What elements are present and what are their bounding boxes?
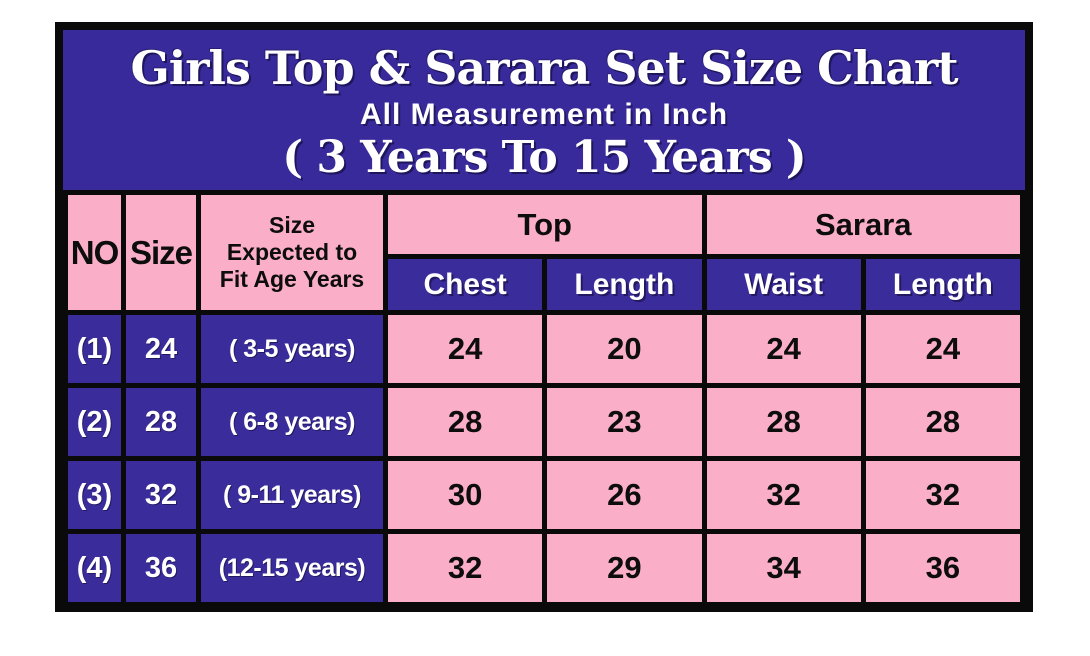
age-column-header: Size Expected to Fit Age Years <box>196 190 388 315</box>
age-cell: ( 3-5 years) <box>196 310 388 388</box>
top-length-cell: 20 <box>542 310 707 388</box>
table-row: (4) 36 (12-15 years) 32 29 34 36 <box>63 529 1026 607</box>
age-header-line3: Fit Age Years <box>219 266 365 292</box>
no-cell: (3) <box>63 456 126 534</box>
size-cell: 32 <box>121 456 201 534</box>
size-column-header: Size <box>121 190 201 315</box>
no-cell: (4) <box>63 529 126 607</box>
top-length-cell: 29 <box>542 529 707 607</box>
age-cell: ( 9-11 years) <box>196 456 388 534</box>
age-header-line1: Size <box>268 212 316 238</box>
size-cell: 28 <box>121 383 201 461</box>
chart-subtitle: All Measurement in Inch <box>359 98 729 131</box>
top-length-column-header: Length <box>542 254 707 315</box>
top-length-cell: 26 <box>542 456 707 534</box>
no-cell: (1) <box>63 310 126 388</box>
chest-cell: 28 <box>382 383 548 461</box>
size-cell: 36 <box>121 529 201 607</box>
chest-column-header: Chest <box>382 254 548 315</box>
waist-cell: 34 <box>701 529 866 607</box>
age-cell: ( 6-8 years) <box>196 383 388 461</box>
age-cell: (12-15 years) <box>196 529 388 607</box>
sarara-length-cell: 28 <box>860 383 1026 461</box>
sarara-length-cell: 36 <box>860 529 1026 607</box>
waist-cell: 24 <box>701 310 866 388</box>
chest-cell: 24 <box>382 310 548 388</box>
table-body: (1) 24 ( 3-5 years) 24 20 24 24 (2) 28 (… <box>63 310 1026 607</box>
sarara-length-cell: 24 <box>860 310 1026 388</box>
top-group-header: Top <box>383 190 707 259</box>
waist-column-header: Waist <box>701 254 866 315</box>
table-row: (2) 28 ( 6-8 years) 28 23 28 28 <box>63 383 1026 461</box>
no-column-header: NO <box>63 190 126 315</box>
size-chart: Girls Top & Sarara Set Size Chart All Me… <box>55 22 1033 612</box>
sarara-length-cell: 32 <box>860 456 1026 534</box>
no-cell: (2) <box>63 383 126 461</box>
size-cell: 24 <box>121 310 201 388</box>
table-header: NO Size Size Expected to Fit Age Years T… <box>63 190 1026 315</box>
waist-cell: 28 <box>701 383 866 461</box>
header-group-row: NO Size Size Expected to Fit Age Years T… <box>63 190 1025 315</box>
size-table: NO Size Size Expected to Fit Age Years T… <box>63 190 1026 607</box>
chart-title: Girls Top & Sarara Set Size Chart <box>130 41 958 95</box>
sarara-group-header: Sarara <box>701 190 1025 259</box>
banner: Girls Top & Sarara Set Size Chart All Me… <box>63 30 1025 190</box>
waist-cell: 32 <box>701 456 866 534</box>
age-header-line2: Expected to <box>226 239 358 265</box>
table-row: (1) 24 ( 3-5 years) 24 20 24 24 <box>63 310 1026 388</box>
table-row: (3) 32 ( 9-11 years) 30 26 32 32 <box>63 456 1026 534</box>
header-sub-row: Chest Length Waist Length <box>66 254 1026 315</box>
age-range-note: ( 3 Years To 15 Years ) <box>282 132 807 183</box>
top-length-cell: 23 <box>542 383 707 461</box>
sarara-length-column-header: Length <box>860 254 1026 315</box>
chest-cell: 32 <box>382 529 548 607</box>
chest-cell: 30 <box>382 456 548 534</box>
